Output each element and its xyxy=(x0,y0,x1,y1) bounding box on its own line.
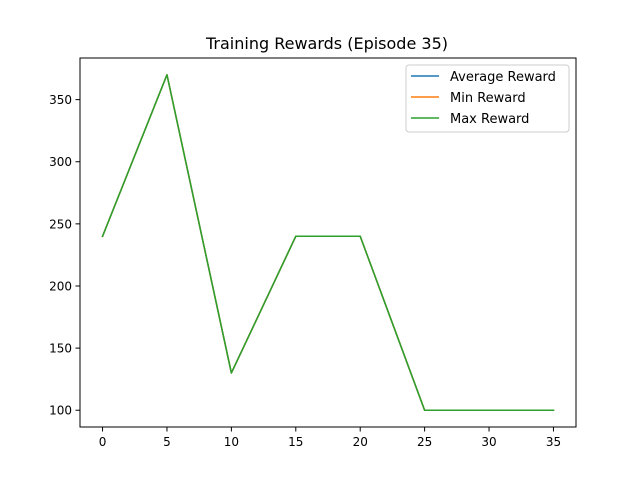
y-tick-label-300: 300 xyxy=(49,155,72,169)
legend-label-max-reward: Max Reward xyxy=(450,112,529,127)
series-line-max-reward xyxy=(101,74,555,411)
series-layer xyxy=(101,74,555,411)
y-tick-label-200: 200 xyxy=(49,279,72,293)
x-tick-label-10: 10 xyxy=(224,435,239,449)
x-tick-label-20: 20 xyxy=(353,435,368,449)
y-tick-label-150: 150 xyxy=(49,342,72,356)
x-tick-label-0: 0 xyxy=(99,435,107,449)
y-tick-label-100: 100 xyxy=(49,404,72,418)
legend: Average Reward Min Reward Max Reward xyxy=(405,64,570,133)
x-tick-label-15: 15 xyxy=(288,435,303,449)
axis-layer: 0 5 10 15 20 25 30 35 100 150 200 250 300 350 xyxy=(49,93,561,449)
y-tick-label-350: 350 xyxy=(49,93,72,107)
x-tick-label-25: 25 xyxy=(417,435,432,449)
x-tick-label-30: 30 xyxy=(481,435,496,449)
legend-label-min-reward: Min Reward xyxy=(450,91,526,106)
y-tick-label-250: 250 xyxy=(49,217,72,231)
x-tick-label-35: 35 xyxy=(546,435,561,449)
legend-label-average-reward: Average Reward xyxy=(450,70,556,85)
plot-frame xyxy=(79,57,577,428)
chart-title: Training Rewards (Episode 35) xyxy=(205,34,448,53)
legend-frame xyxy=(405,64,570,133)
x-tick-label-5: 5 xyxy=(163,435,171,449)
